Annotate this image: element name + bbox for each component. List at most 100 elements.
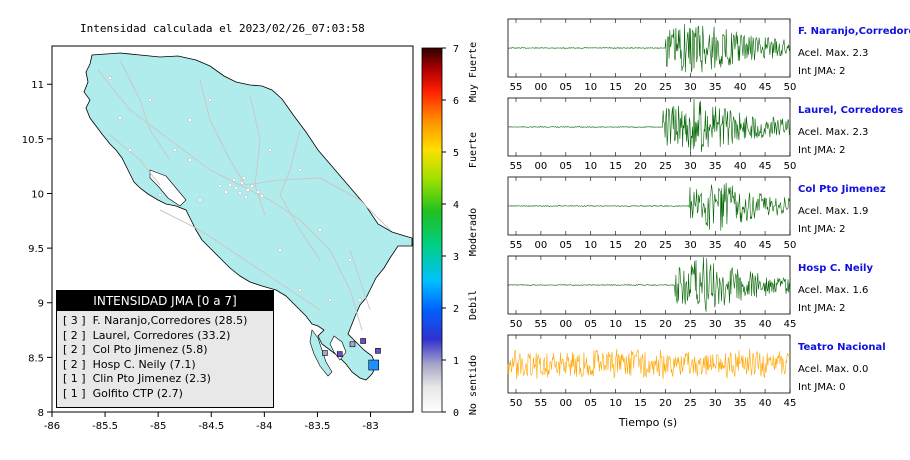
town-dot bbox=[188, 118, 192, 122]
lon-tick-label: -83.5 bbox=[305, 421, 331, 432]
waveform-tick-label: 05 bbox=[584, 398, 597, 409]
colorbar-tick-label: 3 bbox=[453, 252, 459, 263]
waveform-tick-label: 40 bbox=[759, 319, 772, 330]
waveform-tick-label: 45 bbox=[759, 82, 772, 93]
waveform-trace bbox=[507, 182, 791, 231]
waveform-tick-label: 35 bbox=[734, 319, 747, 330]
waveform-tick-label: 00 bbox=[535, 161, 548, 172]
map-axis-ticks: -86 -85.5 -85 -84.5 -84 -83.5 -83 11 10.5 10 9.5 9 8… bbox=[22, 80, 379, 432]
waveform-tick-label: 05 bbox=[559, 240, 572, 251]
lat-tick-label: 8 bbox=[38, 408, 44, 419]
legend-item: [ 2 ] Col Pto Jimenez (5.8) bbox=[63, 343, 208, 356]
waveform-intensity: Int JMA: 2 bbox=[798, 145, 846, 156]
waveform-tick-label: 50 bbox=[510, 319, 523, 330]
waveform-tick-label: 30 bbox=[684, 240, 697, 251]
town-dot bbox=[260, 194, 264, 198]
waveform-tick-label: 10 bbox=[609, 398, 622, 409]
waveform-tick-label: 05 bbox=[584, 319, 597, 330]
legend-title: INTENSIDAD JMA [0 a 7] bbox=[57, 291, 273, 311]
town-dot bbox=[118, 116, 122, 120]
lat-tick-label: 9 bbox=[38, 299, 44, 310]
town-markers bbox=[108, 76, 362, 302]
town-dot bbox=[328, 298, 332, 302]
lon-tick-label: -86 bbox=[44, 421, 60, 432]
colorbar-label: Moderado bbox=[468, 208, 479, 256]
town-dot bbox=[224, 190, 228, 194]
waveform-tick-label: 10 bbox=[584, 240, 597, 251]
waveform-tick-label: 15 bbox=[609, 161, 622, 172]
waveform-tick-label: 50 bbox=[510, 398, 523, 409]
town-dot bbox=[256, 190, 260, 194]
town-dot bbox=[348, 258, 352, 262]
colorbar-tick-label: 0 bbox=[453, 408, 459, 419]
lat-tick-label: 10 bbox=[31, 189, 44, 200]
waveform-tick-label: 20 bbox=[659, 319, 672, 330]
waveform-tick-label: 40 bbox=[759, 398, 772, 409]
town-dot bbox=[298, 168, 302, 172]
waveform-tick-label: 35 bbox=[709, 240, 722, 251]
waveform-tick-label: 05 bbox=[559, 82, 572, 93]
waveform-tick-label: 50 bbox=[784, 82, 797, 93]
nicoya-gulf-water bbox=[149, 169, 187, 207]
waveform-tick-label: 40 bbox=[734, 82, 747, 93]
waveform-trace bbox=[507, 256, 791, 312]
town-dot bbox=[228, 183, 232, 187]
colorbar-tick-label: 2 bbox=[453, 304, 459, 315]
waveform-intensity: Int JMA: 2 bbox=[798, 303, 846, 314]
waveform-tick-label: 20 bbox=[634, 161, 647, 172]
waveform-tick-label: 20 bbox=[659, 398, 672, 409]
town-dot bbox=[242, 176, 246, 180]
waveform-tick-label: 00 bbox=[535, 82, 548, 93]
colorbar-tick-label: 7 bbox=[453, 44, 459, 55]
legend-item: [ 1 ] Clin Pto Jimenez (2.3) bbox=[63, 372, 211, 385]
waveform-trace bbox=[507, 98, 791, 154]
waveform-station-name: Col Pto Jimenez bbox=[798, 184, 886, 195]
waveform-accel-max: Acel. Max. 1.9 bbox=[798, 206, 868, 217]
waveform-tick-label: 25 bbox=[659, 161, 672, 172]
colorbar-label: No sentido bbox=[468, 355, 479, 415]
colorbar-label: Fuerte bbox=[468, 132, 479, 168]
waveform-tick-label: 10 bbox=[584, 161, 597, 172]
waveform-panel: 55 00 05 10 15 20 25 30 35 40 45 50 Laurel, Corredor… bbox=[507, 97, 903, 172]
town-dot bbox=[238, 191, 242, 195]
waveform-tick-label: 45 bbox=[759, 240, 772, 251]
town-dot bbox=[173, 148, 177, 152]
waveform-tick-label: 30 bbox=[684, 161, 697, 172]
lon-tick-label: -84.5 bbox=[198, 421, 224, 432]
lat-tick-label: 9.5 bbox=[28, 244, 44, 255]
waveform-tick-label: 20 bbox=[634, 82, 647, 93]
colorbar-tick-label: 1 bbox=[453, 356, 459, 367]
station-marker bbox=[349, 341, 356, 348]
waveform-accel-max: Acel. Max. 1.6 bbox=[798, 285, 868, 296]
waveform-station-name: Laurel, Corredores bbox=[798, 105, 903, 116]
waveform-tick-label: 05 bbox=[559, 161, 572, 172]
waveform-panel: 50 55 00 05 10 15 20 25 30 35 40 45 Teatro Nacional A… bbox=[507, 334, 886, 409]
legend-items: [ 3 ] F. Naranjo,Corredores (28.5)[ 2 ] … bbox=[57, 311, 273, 401]
waveform-accel-max: Acel. Max. 0.0 bbox=[798, 364, 868, 375]
road-network bbox=[97, 59, 391, 331]
map-title: Intensidad calculada el 2023/02/26_07:03… bbox=[80, 22, 365, 35]
lat-tick-label: 10.5 bbox=[22, 135, 44, 146]
waveform-accel-max: Acel. Max. 2.3 bbox=[798, 48, 868, 59]
town-dot bbox=[218, 184, 222, 188]
colorbar-tick-label: 5 bbox=[453, 148, 459, 159]
waveform-tick-label: 55 bbox=[510, 161, 523, 172]
waveform-tick-label: 00 bbox=[559, 398, 572, 409]
waveform-tick-label: 30 bbox=[709, 319, 722, 330]
waveform-tick-label: 00 bbox=[559, 319, 572, 330]
waveform-station-name: F. Naranjo,Corredores bbox=[798, 26, 910, 37]
lon-tick-label: -84 bbox=[256, 421, 272, 432]
colorbar-label: Debil bbox=[468, 290, 479, 320]
waveform-tick-label: 35 bbox=[709, 82, 722, 93]
station-marker bbox=[360, 338, 366, 344]
town-dot bbox=[278, 248, 282, 252]
waveform-tick-label: 35 bbox=[734, 398, 747, 409]
lon-tick-label: -85.5 bbox=[92, 421, 118, 432]
waveform-accel-max: Acel. Max. 2.3 bbox=[798, 127, 868, 138]
town-dot bbox=[108, 76, 112, 80]
waveform-tick-label: 20 bbox=[634, 240, 647, 251]
waveform-tick-label: 30 bbox=[684, 82, 697, 93]
colorbar-label: Muy Fuerte bbox=[468, 42, 479, 102]
town-dot bbox=[128, 148, 132, 152]
